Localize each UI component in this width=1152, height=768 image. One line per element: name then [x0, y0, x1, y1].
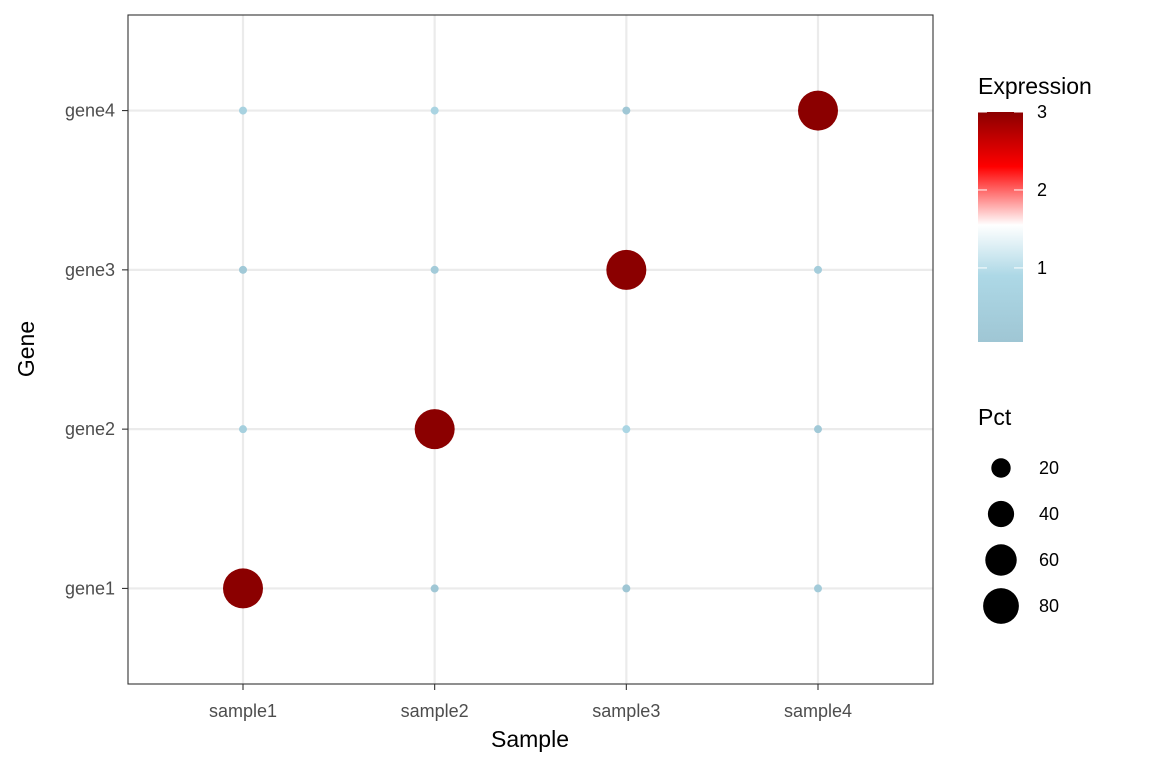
data-points — [223, 90, 838, 609]
x-axis: sample1 sample2 sample3 sample4 — [209, 684, 852, 721]
point-sample4-gene1 — [814, 584, 822, 593]
colorbar-label-2: 2 — [1037, 180, 1047, 200]
pct-key-60 — [985, 544, 1017, 576]
y-tick-label-gene4: gene4 — [65, 101, 115, 121]
y-tick-label-gene1: gene1 — [65, 578, 115, 598]
point-sample3-gene3 — [606, 249, 647, 290]
point-sample4-gene4 — [798, 90, 838, 131]
point-sample3-gene1 — [622, 584, 631, 593]
expression-legend: Expression 1 2 3 — [978, 73, 1092, 342]
expression-colorbar — [978, 112, 1023, 342]
point-sample1-gene4 — [239, 106, 247, 115]
pct-legend: Pct 20 40 60 80 — [978, 404, 1059, 624]
x-tick-label-sample1: sample1 — [209, 701, 277, 721]
point-sample2-gene2 — [414, 409, 455, 450]
colorbar-label-3: 3 — [1037, 102, 1047, 122]
pct-key-40 — [987, 500, 1015, 528]
pct-legend-title: Pct — [978, 404, 1012, 430]
point-sample4-gene3 — [814, 265, 822, 274]
y-axis-title: Gene — [13, 321, 39, 377]
pct-label-80: 80 — [1039, 596, 1059, 616]
colorbar-label-1: 1 — [1037, 258, 1047, 278]
pct-key-20 — [991, 458, 1011, 478]
x-tick-label-sample3: sample3 — [592, 701, 660, 721]
point-sample3-gene2 — [622, 425, 631, 434]
point-sample1-gene3 — [239, 265, 247, 274]
point-sample2-gene4 — [430, 106, 439, 115]
point-sample4-gene2 — [814, 425, 822, 434]
y-axis: gene1 gene2 gene3 gene4 — [65, 101, 128, 598]
point-sample2-gene1 — [430, 584, 439, 593]
panel-border — [127, 14, 934, 685]
x-tick-label-sample4: sample4 — [784, 701, 852, 721]
expression-legend-title: Expression — [978, 73, 1092, 99]
point-sample1-gene2 — [239, 425, 247, 434]
point-sample2-gene3 — [430, 265, 439, 274]
y-tick-label-gene3: gene3 — [65, 260, 115, 280]
pct-label-20: 20 — [1039, 458, 1059, 478]
point-sample3-gene4 — [622, 106, 631, 115]
y-tick-label-gene2: gene2 — [65, 419, 115, 439]
pct-label-40: 40 — [1039, 504, 1059, 524]
point-sample1-gene1 — [223, 568, 263, 609]
pct-key-80 — [983, 588, 1019, 624]
x-tick-label-sample2: sample2 — [401, 701, 469, 721]
pct-label-60: 60 — [1039, 550, 1059, 570]
x-axis-title: Sample — [491, 726, 569, 752]
